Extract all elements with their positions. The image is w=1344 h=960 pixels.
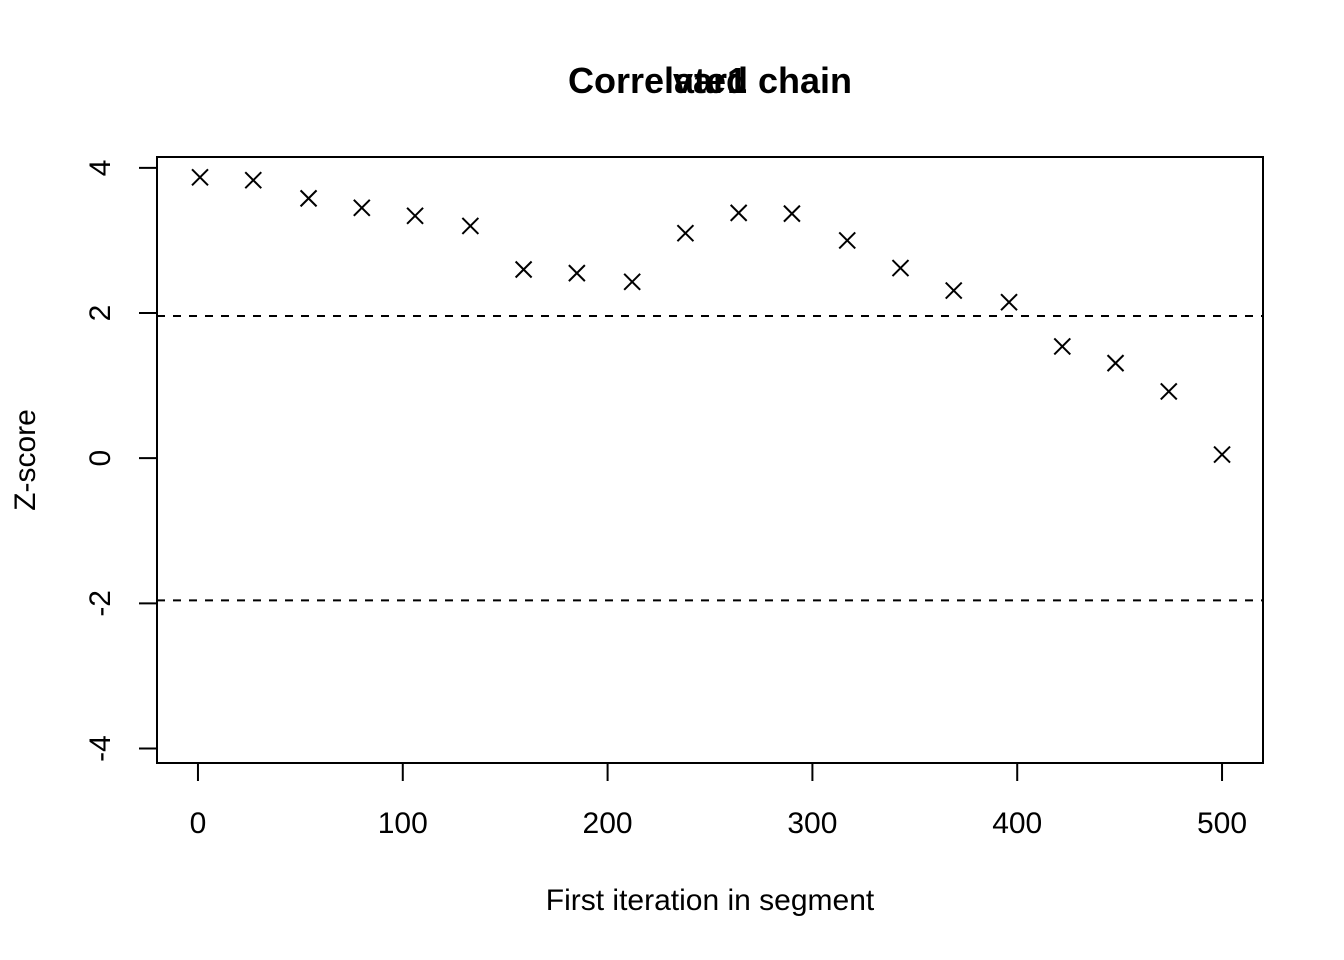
data-point [568,264,586,282]
x-axis: 0 100 200 300 400 500 [190,763,1247,840]
data-point [299,189,318,208]
y-tick-label: 4 [84,160,117,177]
x-axis-label: First iteration in segment [546,884,875,917]
reference-lines [157,314,1263,602]
data-point [1053,337,1071,356]
x-tick-label: 100 [378,807,428,840]
data-point [729,204,748,222]
data-point [891,259,910,277]
data-point [623,273,641,291]
y-tick-label: -4 [84,735,117,762]
data-points [191,168,1231,464]
data-point [244,171,262,189]
data-point [783,204,801,223]
data-point [1106,354,1125,372]
x-tick-label: 400 [992,807,1042,840]
data-point [676,224,695,242]
x-tick-label: 500 [1197,807,1247,840]
y-axis: -4 -2 0 2 4 [84,160,157,762]
y-tick-label: 0 [84,450,117,467]
y-tick-label: 2 [84,305,117,322]
plot-frame [156,156,1264,764]
y-tick-label: -2 [84,590,117,617]
data-point [191,168,209,187]
data-point [1213,445,1231,464]
y-axis-label: Z-score [9,409,42,511]
data-point [406,207,424,225]
chart-title-overlay: var1 [673,60,747,101]
data-point [1000,293,1018,311]
x-tick-label: 300 [787,807,837,840]
data-point [514,260,533,279]
data-point [838,231,856,250]
data-point [1160,382,1178,401]
x-tick-label: 0 [190,807,207,840]
data-point [461,217,480,235]
data-point [353,199,371,217]
x-tick-label: 200 [583,807,633,840]
data-point [945,281,963,300]
chart-title: Correlated chain [568,60,852,101]
